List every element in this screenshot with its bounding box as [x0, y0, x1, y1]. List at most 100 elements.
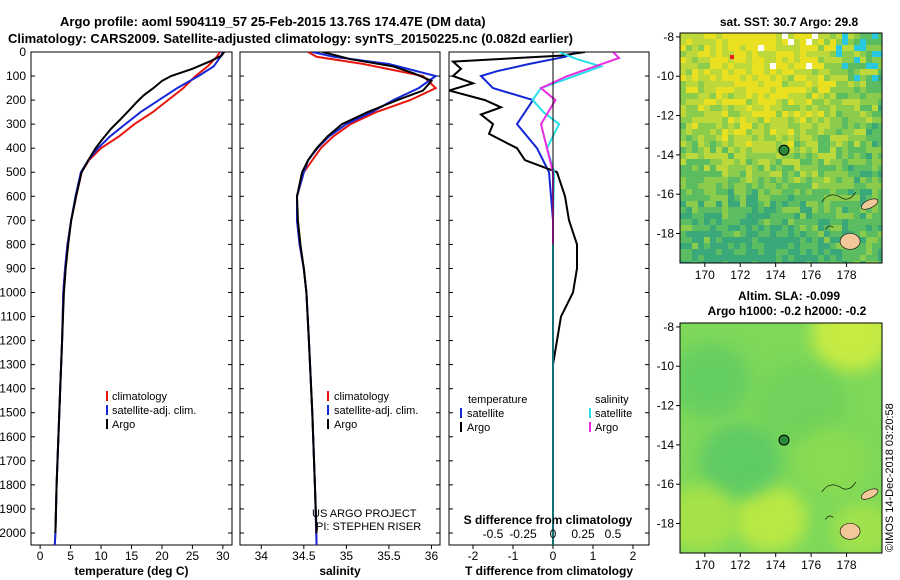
temperature-xlabel: temperature (deg C) — [74, 564, 188, 578]
depth-tick-label: 1100 — [0, 310, 26, 324]
difference-series-t-argo — [449, 52, 586, 533]
sla-map-frame — [679, 322, 883, 554]
depth-tick-label: 800 — [6, 237, 26, 251]
depth-tick-label: 700 — [6, 213, 26, 227]
salinity-xtick-label: 35.5 — [377, 549, 401, 563]
depth-tick-label: 1800 — [0, 478, 26, 492]
depth-tick-label: 1000 — [0, 285, 26, 299]
salinity-series-argo — [295, 52, 434, 534]
sla-map-xtick-label: 178 — [837, 558, 857, 572]
sst-map-ytick-label: -14 — [657, 148, 675, 162]
sla-map-subtitle: Argo h1000: -0.2 h2000: -0.2 — [708, 304, 867, 318]
sla-map-title: Altim. SLA: -0.099 — [738, 289, 840, 303]
temp-legend-label: satellite-adj. clim. — [112, 405, 196, 417]
sla-map-ytick-label: -12 — [657, 399, 675, 413]
sst-map-ytick-label: -10 — [657, 69, 675, 83]
temperature-panel: 0 5 10 15 20 25 300100200300400500600700800900… — [0, 45, 233, 578]
temperature-xtick-label: 15 — [125, 549, 139, 563]
sal-legend-label: climatology — [334, 391, 390, 403]
diff-legend-label: Argo — [467, 422, 490, 434]
depth-tick-label: 1600 — [0, 430, 26, 444]
depth-tick-label: 400 — [6, 141, 26, 155]
diff-legend-label: Argo — [595, 422, 618, 434]
depth-tick-label: 1400 — [0, 382, 26, 396]
difference-xtick-label: -2 — [468, 549, 479, 563]
sla-map-land — [821, 481, 879, 540]
sst-map-ytick-label: -8 — [663, 30, 674, 44]
difference-xtick-label: -1 — [508, 549, 519, 563]
depth-tick-label: 900 — [6, 261, 26, 275]
temperature-xtick-label: 5 — [67, 549, 74, 563]
sla-map-xtick-label: 174 — [766, 558, 786, 572]
depth-tick-label: 1500 — [0, 406, 26, 420]
diff-s-tick-label: 0.25 — [571, 527, 595, 541]
depth-tick-label: 1700 — [0, 454, 26, 468]
salinity-panel: 34 34.5 35 35.5 36 salinity climatology satelli… — [239, 51, 441, 578]
salinity-frame — [239, 51, 441, 546]
temp-legend-label: Argo — [112, 419, 135, 431]
sst-map-title: sat. SST: 30.7 Argo: 29.8 — [720, 15, 859, 29]
difference-series-s-argo — [539, 52, 621, 245]
depth-tick-label: 1300 — [0, 358, 26, 372]
sla-map-argo-marker — [778, 434, 790, 446]
diff-s-tick-label: 0.5 — [605, 527, 622, 541]
sla-map-field — [680, 323, 882, 553]
sst-map-xtick-label: 170 — [695, 268, 715, 282]
diff-legend-label: temperature — [468, 394, 527, 406]
figure-title-line1: Argo profile: aoml 5904119_57 25-Feb-201… — [60, 14, 486, 29]
sla-map-xtick-label: 170 — [695, 558, 715, 572]
diff-s-xlabel: S difference from climatology — [464, 513, 633, 527]
diff-s-tick-label: -0.5 — [483, 527, 504, 541]
sst-map-ytick-label: -16 — [657, 187, 675, 201]
sst-map-land — [821, 191, 879, 250]
diff-legend-label: satellite — [595, 408, 632, 420]
sla-map-ytick-label: -16 — [657, 477, 675, 491]
depth-tick-label: 100 — [6, 69, 26, 83]
depth-tick-label: 500 — [6, 165, 26, 179]
difference-panel: -2 -1 0 1 2T difference from climatology S di… — [448, 51, 650, 578]
sst-map-ytick-label: -12 — [657, 109, 675, 123]
sla-map-xtick-label: 172 — [730, 558, 750, 572]
temperature-xtick-label: 30 — [216, 549, 230, 563]
sla-map-ytick-label: -14 — [657, 438, 675, 452]
temperature-xtick-label: 10 — [94, 549, 108, 563]
temperature-xtick-label: 0 — [37, 549, 44, 563]
difference-xtick-label: 2 — [630, 549, 637, 563]
depth-tick-label: 600 — [6, 189, 26, 203]
sst-map-panel: 170 172 174 176 178 -8 -10 -12 -14 -16 -18 sat. SST… — [657, 15, 883, 282]
difference-series-t-satellite — [479, 52, 578, 545]
depth-tick-label: 0 — [19, 45, 26, 59]
sst-map-frame — [679, 32, 883, 264]
diff-legend-label: salinity — [595, 394, 629, 406]
temp-legend-label: climatology — [112, 391, 168, 403]
sst-map-xtick-label: 174 — [766, 268, 786, 282]
sla-map-ytick-label: -18 — [657, 517, 675, 531]
sla-map-ytick-label: -8 — [663, 320, 674, 334]
temperature-series-argo — [54, 52, 225, 534]
depth-tick-label: 2000 — [0, 526, 26, 540]
project-credit: US ARGO PROJECT — [312, 508, 417, 520]
salinity-xtick-label: 34 — [255, 549, 269, 563]
sst-map-xtick-label: 176 — [801, 268, 821, 282]
diff-s-tick-label: -0.25 — [509, 527, 537, 541]
temperature-xtick-label: 20 — [155, 549, 169, 563]
sla-map-ytick-label: -10 — [657, 359, 675, 373]
salinity-xtick-label: 35 — [340, 549, 354, 563]
difference-xtick-label: 0 — [550, 549, 557, 563]
figure-title-line2: Climatology: CARS2009. Satellite-adjuste… — [8, 31, 573, 46]
diff-legend-label: satellite — [467, 408, 504, 420]
sla-map-panel: 170 172 174 176 178 -8 -10 -12 -14 -16 -18 Altim. S… — [657, 289, 883, 572]
difference-frame — [448, 51, 650, 546]
depth-tick-label: 1900 — [0, 502, 26, 516]
difference-xlabel: T difference from climatology — [465, 564, 633, 578]
sal-legend-label: satellite-adj. clim. — [334, 405, 418, 417]
sla-map-xtick-label: 176 — [801, 558, 821, 572]
diff-s-tick-label: 0 — [550, 527, 557, 541]
depth-tick-label: 1200 — [0, 334, 26, 348]
sst-map-argo-marker — [778, 144, 790, 156]
pi-credit: PI: STEPHEN RISER — [316, 521, 421, 533]
sst-map-xtick-label: 172 — [730, 268, 750, 282]
salinity-xtick-label: 34.5 — [292, 549, 316, 563]
sst-map-xtick-label: 178 — [837, 268, 857, 282]
